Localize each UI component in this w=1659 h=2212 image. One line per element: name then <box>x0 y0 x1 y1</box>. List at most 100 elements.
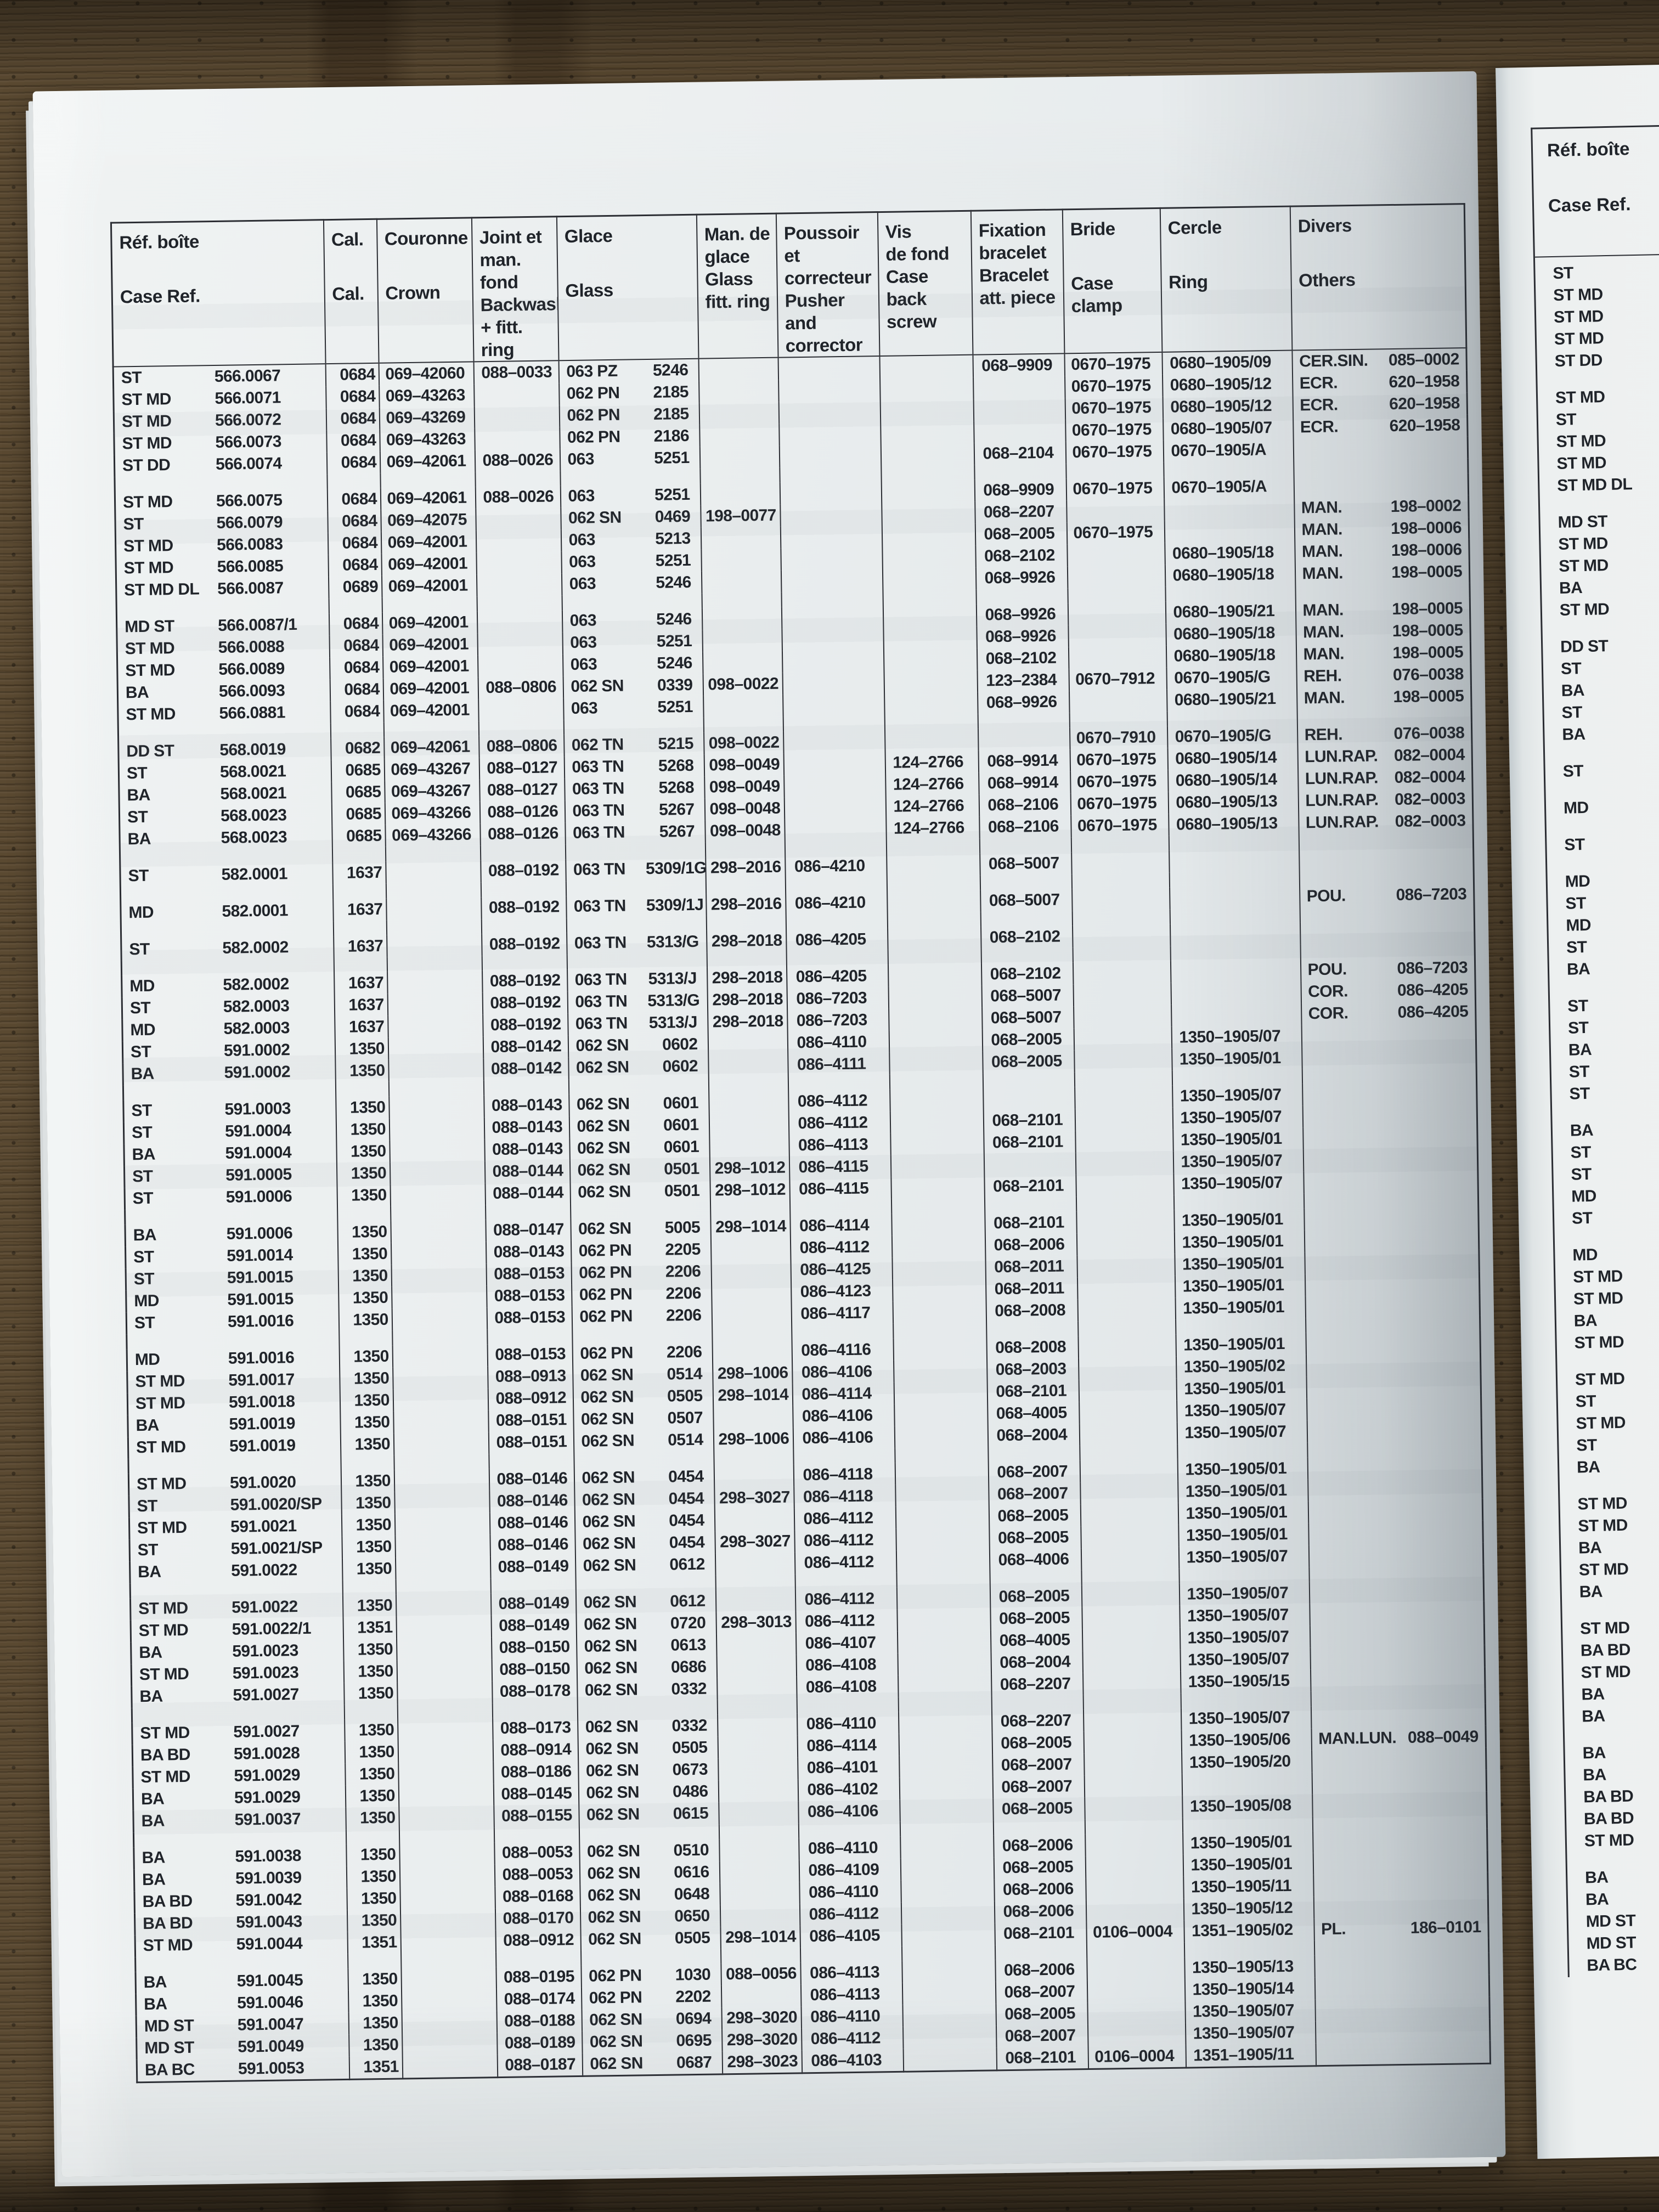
glass-fit-cell: 298–3020 <box>721 2006 802 2030</box>
clamp-cell <box>1084 1796 1183 1820</box>
bracelet-cell: 068–9926 <box>975 566 1068 590</box>
ring-cell <box>1170 981 1301 1005</box>
case-ref: 591.0022 <box>231 1561 297 1580</box>
cal-cell: 1350 <box>338 1265 392 1288</box>
bracelet-cell <box>978 727 1070 751</box>
cal-cell: 1350 <box>342 1594 396 1617</box>
others-cell <box>1314 1996 1490 2022</box>
clamp-cell <box>1087 1979 1185 2003</box>
right-page-row: BA <box>1551 1036 1659 1062</box>
clamp-cell <box>1084 1730 1182 1754</box>
case-ref-cell-inner: MD 582.0002 <box>122 973 334 997</box>
crown-cell <box>397 1659 492 1683</box>
pusher-cell: 086–4112 <box>799 1902 901 1926</box>
case-type: BA <box>142 1848 165 1867</box>
ring-cell <box>1170 922 1301 946</box>
bracelet-cell: 068–2005 <box>990 1585 1082 1609</box>
case-ref: 591.0029 <box>234 1788 301 1807</box>
glass-type: 062 PN <box>567 427 620 447</box>
case-type: BA <box>1583 1765 1606 1785</box>
right-page-row: BA <box>1567 1864 1659 1889</box>
pusher-cell <box>783 774 886 798</box>
header-label-en: Case Ref. <box>1548 194 1631 216</box>
cal-cell: 1350 <box>348 2012 402 2035</box>
case-ref-cell: BA 591.0019 <box>128 1412 341 1437</box>
case-ref: 568.0021 <box>219 762 286 781</box>
screw-cell <box>892 1278 986 1302</box>
case-ref-cell-inner: ST MD 591.0027 <box>133 1720 344 1745</box>
case-ref: 591.0006 <box>225 1187 292 1206</box>
others-ref: 085–0002 <box>1388 350 1459 370</box>
case-ref-cell: MD 591.0015 <box>126 1288 339 1312</box>
case-ref: 591.0016 <box>228 1348 295 1368</box>
gap-cell <box>570 1201 710 1219</box>
pusher-cell: 086–4112 <box>788 1089 890 1113</box>
case-type: DD ST <box>1560 637 1609 656</box>
bracelet-cell: 068–2101 <box>996 2046 1088 2070</box>
screw-cell <box>891 1234 985 1258</box>
screw-cell <box>900 1857 994 1881</box>
right-page-row: BA <box>1564 1681 1659 1706</box>
clamp-cell: 0670–1975 <box>1064 374 1163 398</box>
glass-ref: 5213 <box>655 529 691 548</box>
cal-cell: 1350 <box>337 1243 392 1266</box>
gap-cell <box>494 1826 579 1843</box>
glass-cell: 062 SN 0514 <box>573 1429 714 1453</box>
glass-ref: 0687 <box>676 2053 712 2072</box>
others-cell-inner: ECR. 620–1958 <box>1293 370 1466 394</box>
others-label: CER.SIN. <box>1299 351 1368 371</box>
cal-cell: 1350 <box>345 1741 398 1764</box>
crown-cell: 069–42001 <box>381 574 477 598</box>
gap-cell <box>383 721 479 737</box>
screw-cell <box>894 1425 988 1448</box>
right-page-row: ST <box>1548 890 1659 915</box>
case-type: ST MD <box>1555 388 1605 407</box>
joint-cell: 088–0153 <box>486 1262 572 1286</box>
gap-cell <box>344 1704 398 1720</box>
glass-ref: 1030 <box>675 1965 711 1984</box>
glass-cell-inner: 062 SN 0601 <box>570 1136 709 1160</box>
clamp-cell <box>1087 2023 1186 2047</box>
case-type: ST <box>1567 1018 1589 1037</box>
clamp-cell <box>1086 1898 1184 1922</box>
clamp-cell <box>1080 1459 1178 1483</box>
glass-type: 062 SN <box>585 1739 639 1758</box>
case-type: BA <box>142 1870 166 1889</box>
others-cell: MAN. 198–0006 <box>1294 517 1469 541</box>
case-ref-cell-inner: ST 582.0001 <box>121 862 332 887</box>
glass-ref: 5313/J <box>648 969 697 989</box>
case-ref-cell-inner: ST 591.0005 <box>125 1163 336 1188</box>
others-cell-inner: MAN.LUN. 088–0049 <box>1312 1726 1485 1750</box>
header-row: Réf. boîte Case Ref. Cal. Cal. Couronne Cro… <box>111 204 1466 367</box>
glass-ref: 0601 <box>663 1115 699 1135</box>
case-type: ST <box>1561 703 1583 722</box>
case-type: BA BD <box>1580 1640 1631 1660</box>
glass-ref: 0486 <box>672 1782 708 1801</box>
glass-type: 062 SN <box>587 1864 641 1883</box>
bracelet-cell: 068–4005 <box>987 1402 1080 1425</box>
joint-cell: 088–0144 <box>484 1182 571 1205</box>
joint-cell: 088–0143 <box>484 1116 569 1139</box>
glass-cell: 063 TN 5309/1G <box>565 857 706 882</box>
case-ref-cell: BA BD 591.0028 <box>132 1742 345 1767</box>
others-cell <box>1311 1747 1487 1773</box>
glass-type: 063 TN <box>574 933 627 952</box>
glass-cell: 062 SN 0602 <box>568 1055 709 1080</box>
glass-type: 062 TN <box>571 735 624 754</box>
glass-cell-inner: 062 SN 0501 <box>570 1158 709 1182</box>
header-label-en: Case Ref. <box>120 285 200 307</box>
glass-cell-inner: 062 SN 0720 <box>577 1612 716 1636</box>
screw-cell <box>891 1256 986 1280</box>
case-type: BA <box>1584 1868 1609 1887</box>
glass-ref: 0505 <box>674 1928 710 1948</box>
pusher-cell: 086–4110 <box>800 2005 903 2029</box>
right-page-row: ST MD <box>1560 1491 1659 1516</box>
cal-cell: 1350 <box>343 1660 397 1683</box>
glass-cell: 062 SN 0332 <box>577 1714 718 1739</box>
case-ref: 582.0003 <box>223 1019 290 1038</box>
pusher-cell <box>784 795 886 820</box>
glass-ref: 0673 <box>672 1760 708 1779</box>
header-label-en: Glass <box>565 279 613 301</box>
